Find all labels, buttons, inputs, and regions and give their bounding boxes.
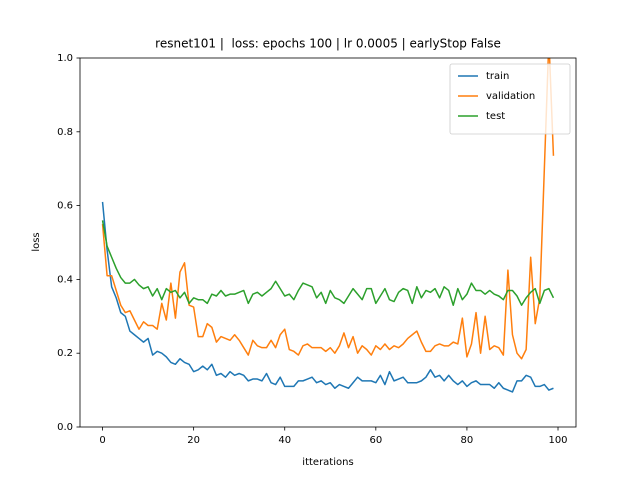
legend-label: validation: [486, 91, 535, 102]
y-tick-label: 0.4: [57, 274, 73, 285]
x-tick-label: 100: [548, 435, 567, 446]
x-tick-label: 60: [369, 435, 382, 446]
legend-label: train: [486, 71, 509, 82]
x-tick-label: 40: [278, 435, 291, 446]
axes-frame: [79, 57, 577, 428]
y-tick-label: 0.0: [57, 422, 73, 433]
legend-box: [449, 63, 571, 135]
y-tick-label: 0.8: [57, 127, 73, 138]
series-line: [101, 201, 554, 393]
x-tick-label: 80: [461, 435, 474, 446]
legend-label: test: [486, 111, 505, 122]
chart-title: resnet101 | loss: epochs 100 | lr 0.0005…: [155, 37, 501, 51]
x-tick-label: 0: [99, 435, 105, 446]
y-tick-label: 1.0: [57, 53, 73, 64]
plot-area: [101, 58, 555, 393]
y-axis-label: loss: [31, 232, 42, 251]
y-tick-label: 0.2: [57, 348, 73, 359]
y-tick-label: 0.6: [57, 201, 73, 212]
series-line: [101, 220, 555, 306]
x-axis-label: itterations: [302, 457, 353, 468]
x-tick-label: 20: [187, 435, 200, 446]
